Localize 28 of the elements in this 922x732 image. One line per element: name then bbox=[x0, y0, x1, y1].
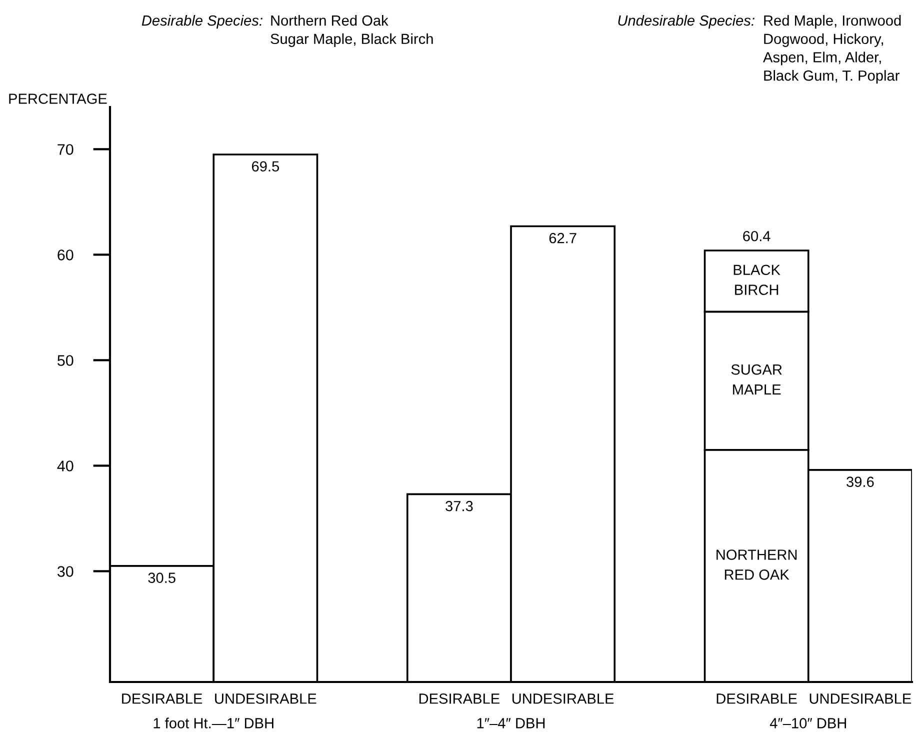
total-label: 69.5 bbox=[252, 161, 280, 172]
total-label: 30.5 bbox=[148, 572, 176, 583]
x-tick-label: UNDESIRABLE bbox=[810, 693, 912, 704]
y-tick-label: 30 bbox=[57, 566, 74, 577]
total-label: 62.7 bbox=[549, 232, 576, 244]
total-label: 39.6 bbox=[846, 476, 874, 487]
y-tick-label: 70 bbox=[58, 144, 74, 155]
y-axis-title: PERCENTAGE bbox=[9, 94, 107, 104]
x-tick-label: UNDESIRABLE bbox=[512, 693, 614, 704]
x-tick-label: UNDESIRABLE bbox=[215, 693, 316, 704]
total-label: 60.4 bbox=[743, 230, 770, 242]
text: Red Maple, Ironwood Dogwood, Hickory, Aspen, Elm, Alder, Black Gum, T. Poplar bbox=[763, 15, 901, 84]
text: Undesirable Species: bbox=[618, 15, 754, 29]
x-tick-label: DESIRABLE bbox=[122, 693, 202, 704]
series-label: NORTHERN RED OAK bbox=[716, 550, 797, 580]
text: 1″–4″ DBH bbox=[477, 718, 545, 728]
y-tick-label: 50 bbox=[58, 355, 74, 366]
y-tick-label: 40 bbox=[57, 460, 74, 472]
text: Northern Red Oak Sugar Maple, Black Birch bbox=[270, 15, 433, 47]
total-label: 37.3 bbox=[446, 500, 473, 512]
series-label: SUGAR MAPLE bbox=[731, 364, 782, 395]
text: 1 foot Ht.—1″ DBH bbox=[154, 718, 274, 728]
text: Desirable Species: bbox=[142, 15, 262, 29]
series-label: BLACK BIRCH bbox=[734, 264, 780, 295]
text: 4″–10″ DBH bbox=[770, 718, 846, 728]
x-tick-label: DESIRABLE bbox=[419, 693, 500, 704]
y-tick-label: 60 bbox=[58, 250, 74, 260]
x-tick-label: DESIRABLE bbox=[716, 693, 797, 704]
